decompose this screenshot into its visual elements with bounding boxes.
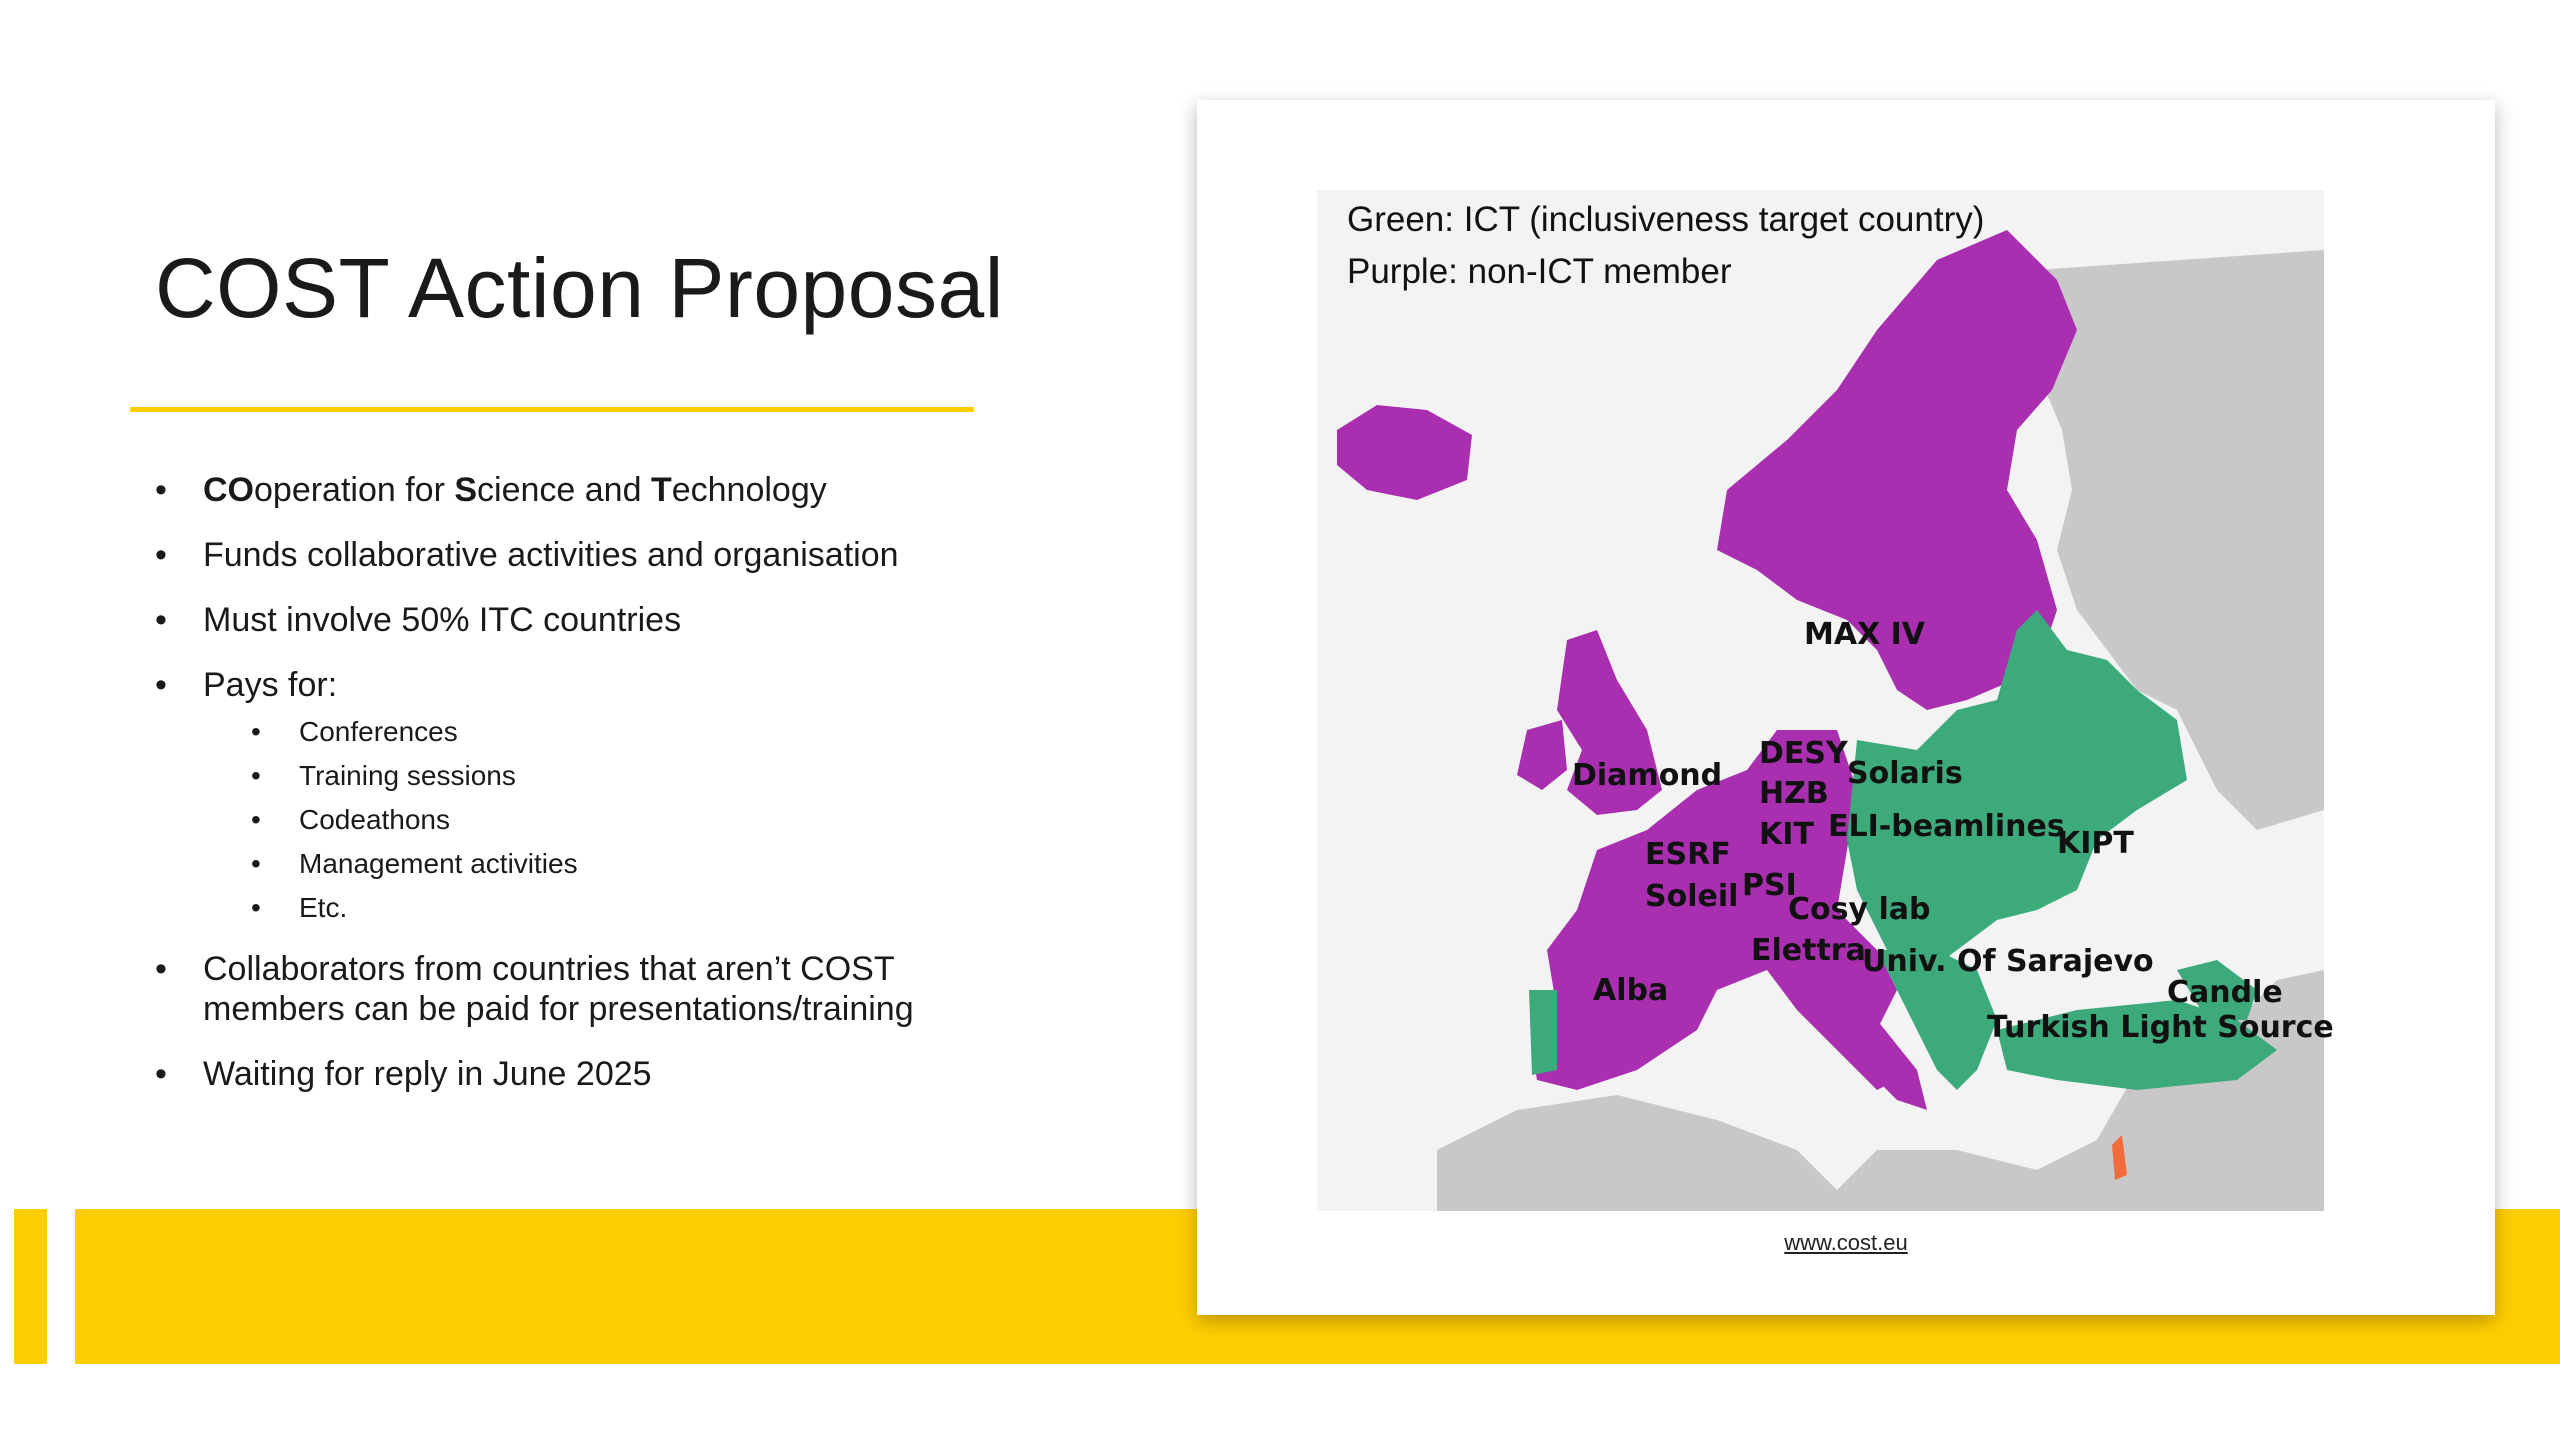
sub-item-management: Management activities bbox=[251, 847, 1155, 880]
sub-item-conferences: Conferences bbox=[251, 715, 1155, 748]
label-esrf: ESRF bbox=[1645, 837, 1731, 872]
label-eli-beamlines: ELI-beamlines bbox=[1828, 809, 2065, 844]
sub-item-training: Training sessions bbox=[251, 759, 1155, 792]
map-card: Green: ICT (inclusiveness target country… bbox=[1197, 100, 2495, 1315]
label-kipt: KIPT bbox=[2057, 826, 2134, 861]
label-alba: Alba bbox=[1593, 973, 1669, 1008]
bullet-collaborators: Collaborators from countries that aren’t… bbox=[155, 949, 1155, 1029]
bullet-itc: Must involve 50% ITC countries bbox=[155, 600, 1155, 640]
map-region-caucasus bbox=[2177, 960, 2257, 1020]
map-region-italy bbox=[1787, 970, 1927, 1110]
text-cience-and: cience and bbox=[477, 471, 651, 509]
label-max-iv: MAX IV bbox=[1804, 617, 1926, 652]
map-region-russia bbox=[2037, 250, 2324, 830]
map-region-africa bbox=[1437, 970, 2324, 1211]
map-region-portugal bbox=[1529, 990, 1557, 1075]
sub-item-codeathons: Codeathons bbox=[251, 803, 1155, 836]
label-turkish-light-source: Turkish Light Source bbox=[1987, 1010, 2334, 1045]
bullet-funds: Funds collaborative activities and organ… bbox=[155, 535, 1155, 575]
label-candle: Candle bbox=[2167, 975, 2283, 1010]
map-region-israel bbox=[2112, 1135, 2127, 1180]
bold-s: S bbox=[454, 471, 478, 509]
map-region-ireland bbox=[1517, 720, 1567, 790]
label-desy: DESY bbox=[1759, 736, 1848, 771]
text-operation-for: operation for bbox=[254, 471, 455, 509]
bold-co: CO bbox=[203, 471, 254, 509]
bullet-cost-definition: COoperation for Science and Technology bbox=[155, 470, 1155, 510]
map-legend: Green: ICT (inclusiveness target country… bbox=[1347, 194, 1984, 298]
pays-for-list: Conferences Training sessions Codeathons… bbox=[203, 715, 1155, 924]
label-diamond: Diamond bbox=[1572, 758, 1723, 793]
sub-item-etc: Etc. bbox=[251, 891, 1155, 924]
slide-title: COST Action Proposal bbox=[155, 241, 1004, 335]
label-elettra: Elettra bbox=[1751, 933, 1866, 968]
europe-map-svg bbox=[1317, 190, 2324, 1211]
yellow-accent-bar-small bbox=[14, 1209, 47, 1364]
map-region-scandinavia bbox=[1717, 230, 2077, 710]
bullet-list: COoperation for Science and Technology F… bbox=[155, 470, 1155, 1119]
bullet-pays-for: Pays for: Conferences Training sessions … bbox=[155, 665, 1155, 924]
map-region-iceland bbox=[1337, 405, 1472, 500]
label-soleil: Soleil bbox=[1645, 879, 1739, 914]
bold-t: T bbox=[650, 471, 672, 509]
legend-purple: Purple: non-ICT member bbox=[1347, 252, 1732, 291]
europe-map: Green: ICT (inclusiveness target country… bbox=[1317, 190, 2334, 1211]
bullet-waiting: Waiting for reply in June 2025 bbox=[155, 1054, 1155, 1094]
source-link[interactable]: www.cost.eu bbox=[1784, 1230, 1908, 1255]
map-region-eastern-europe bbox=[1847, 610, 2187, 980]
collaborators-line-1: Collaborators from countries that aren’t… bbox=[203, 950, 895, 988]
label-kit: KIT bbox=[1759, 817, 1814, 852]
map-region-balkans bbox=[1877, 950, 1997, 1090]
title-underline bbox=[130, 407, 974, 412]
label-univ-sarajevo: Univ. Of Sarajevo bbox=[1862, 944, 2154, 979]
legend-green: Green: ICT (inclusiveness target country… bbox=[1347, 200, 1985, 239]
map-region-turkey bbox=[1997, 1000, 2277, 1090]
label-psi: PSI bbox=[1742, 868, 1797, 903]
collaborators-line-2: members can be paid for presentations/tr… bbox=[203, 990, 914, 1028]
pays-for-label: Pays for: bbox=[203, 666, 338, 704]
text-echnology: echnology bbox=[671, 471, 827, 509]
label-solaris: Solaris bbox=[1847, 756, 1963, 791]
map-region-uk bbox=[1557, 630, 1662, 815]
label-hzb: HZB bbox=[1759, 776, 1829, 811]
label-cosy-lab: Cosy lab bbox=[1788, 892, 1931, 927]
